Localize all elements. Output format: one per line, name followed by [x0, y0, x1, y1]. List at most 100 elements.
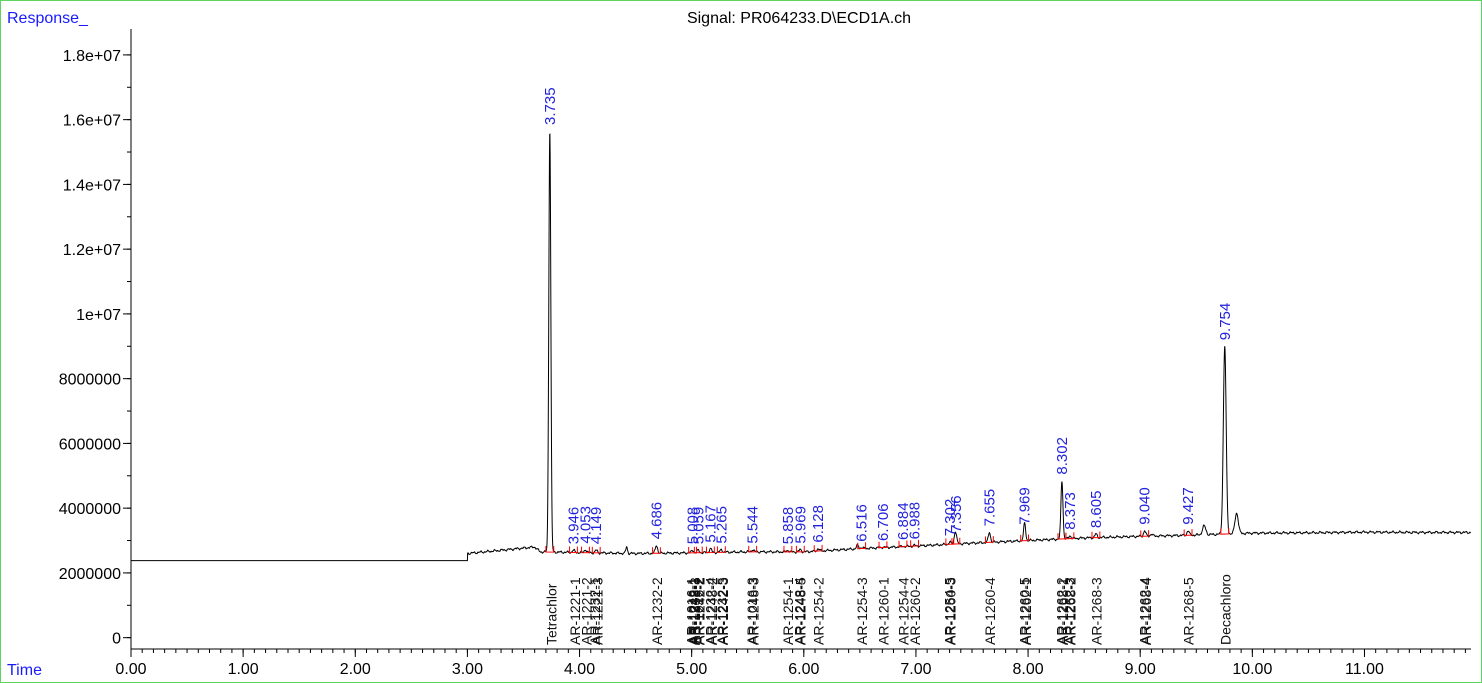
baseline-layer	[545, 527, 1230, 554]
peak-rt-label: 5.059	[690, 507, 707, 545]
compound-label: AR-1262-4	[1137, 577, 1153, 645]
peak-baseline-marker	[984, 536, 994, 544]
x-tick-label: 8.00	[1013, 661, 1044, 678]
compound-label: AR-1268-3	[1089, 577, 1105, 645]
compound-label: AR-1221-1	[567, 577, 583, 645]
peak-baseline-marker	[1065, 532, 1075, 540]
y-axis-corner-label: Response_	[7, 10, 89, 27]
compound-label: AR-1248-3	[745, 577, 761, 645]
x-tick-label: 10.00	[1232, 661, 1272, 678]
peak-baseline-marker	[1183, 529, 1193, 536]
compound-label: AR-1260-4	[982, 577, 998, 645]
compound-label: AR-1260-2	[907, 577, 923, 645]
compound-label: AR-1254-1	[780, 577, 796, 645]
peak-rt-label: 6.988	[907, 502, 924, 540]
y-tick-label: 2000000	[59, 566, 121, 583]
compound-label: AR-1232-5	[714, 577, 730, 645]
peak-baseline-marker	[581, 546, 590, 554]
y-tick-label: 1e+07	[76, 307, 121, 324]
peak-rt-label: 8.373	[1062, 492, 1079, 530]
signal-trace	[131, 133, 1472, 562]
y-tick-label: 1.4e+07	[63, 177, 121, 194]
peak-rt-label: 4.686	[649, 502, 666, 540]
compound-label: AR-1248-2	[704, 577, 720, 645]
compound-label: AR-1260-1	[875, 577, 891, 645]
compound-label: AR-1248-5	[792, 577, 808, 645]
peak-rt-label: 5.969	[792, 506, 809, 544]
compound-label: Decachloro	[1217, 574, 1233, 645]
peak-baseline-marker	[898, 540, 908, 548]
x-tick-label: 3.00	[452, 661, 483, 678]
x-tick-label: 5.00	[676, 661, 707, 678]
peak-baseline-marker	[783, 545, 793, 553]
peak-rt-label: 7.356	[948, 495, 965, 533]
compound-label: AR-1016-1	[684, 577, 700, 645]
peak-baseline-marker	[652, 547, 661, 554]
peak-baseline-marker	[591, 546, 601, 554]
peak-baseline-marker	[951, 537, 961, 545]
compound-label: AR-1016-3	[744, 577, 760, 645]
compound-label: AR-1254-4	[896, 577, 912, 645]
peak-rt-label: 3.946	[566, 507, 583, 545]
peak-baseline-marker	[878, 541, 888, 549]
x-tick-label: 2.00	[340, 661, 371, 678]
y-tick-label: 6000000	[59, 436, 121, 453]
peak-rt-label: 9.040	[1137, 487, 1154, 525]
peak-baseline-marker	[569, 546, 578, 554]
peak-baseline-marker	[1140, 530, 1150, 537]
x-tick-label: 11.00	[1345, 661, 1384, 678]
peak-baseline-marker	[688, 546, 697, 554]
peak-baseline-marker	[1091, 531, 1101, 539]
compound-label: AR-1254-5	[942, 577, 958, 645]
peak-rt-label: 8.605	[1088, 491, 1105, 529]
peak-rt-label: 5.008	[685, 507, 702, 545]
y-tick-label: 8000000	[59, 372, 121, 389]
compound-label: AR-1254-3	[854, 577, 870, 645]
compound-label: AR-1268-5	[1180, 577, 1196, 645]
peak-rt-label: 6.516	[854, 504, 871, 542]
compound-label: AR-1248-4	[791, 577, 807, 645]
peak-rt-label: 7.302	[942, 499, 959, 537]
peak-rt-label: 6.884	[895, 502, 912, 540]
peak-rt-label: 8.302	[1054, 437, 1071, 475]
compound-label: AR-1232-1	[587, 577, 603, 645]
peak-rt-label: 5.858	[780, 507, 797, 545]
compound-label: AR-1248-1	[686, 577, 702, 645]
peak-rt-label: 9.427	[1180, 487, 1197, 525]
compound-label: AR-1232-4	[703, 577, 719, 645]
x-tick-label: 0.00	[115, 661, 146, 678]
y-tick-label: 1.6e+07	[63, 113, 121, 130]
compound-label: AR-1260-3	[943, 577, 959, 645]
peak-rt-label: 5.167	[702, 505, 719, 543]
x-tick-label: 1.00	[228, 661, 259, 678]
peak-rt-label: 9.754	[1217, 303, 1234, 341]
x-tick-label: 7.00	[900, 661, 931, 678]
peak-rt-label: 6.128	[810, 505, 827, 543]
compound-label: AR-1262-2	[1054, 577, 1070, 645]
peak-baseline-marker	[716, 546, 726, 553]
compound-labels-layer: Tetrachlor AR-1221-1AR-1221-2AR-1232-1AR-…	[544, 574, 1234, 645]
peak-baseline-marker	[813, 544, 823, 552]
peak-rt-label: 4.053	[578, 506, 595, 544]
chart-title: Signal: PR064233.D\ECD1A.ch	[687, 10, 911, 27]
y-tick-label: 0	[112, 631, 121, 648]
compound-label: AR-1254-2	[810, 577, 826, 645]
compound-label: AR-1016-2	[690, 577, 706, 645]
peak-rt-label: 7.969	[1017, 487, 1034, 525]
compound-label: AR-1268-2	[1063, 577, 1079, 645]
peak-baseline-marker	[945, 538, 955, 546]
peak-rt-label: 7.655	[981, 489, 998, 527]
x-axis-corner-label: Time	[7, 662, 42, 679]
compound-label: AR-1268-1	[1055, 577, 1071, 645]
x-tick-label: 4.00	[564, 661, 595, 678]
y-tick-label: 1.8e+07	[63, 48, 121, 65]
y-tick-label: 4000000	[59, 501, 121, 518]
trace-layer	[131, 133, 1472, 562]
compound-label: AR-1242-3	[715, 577, 731, 645]
compound-label: AR-1268-4	[1138, 577, 1154, 645]
peak-baseline-marker	[1020, 534, 1030, 542]
compound-label: AR-1260-5	[1017, 577, 1033, 645]
peak-baseline-marker	[795, 545, 805, 553]
